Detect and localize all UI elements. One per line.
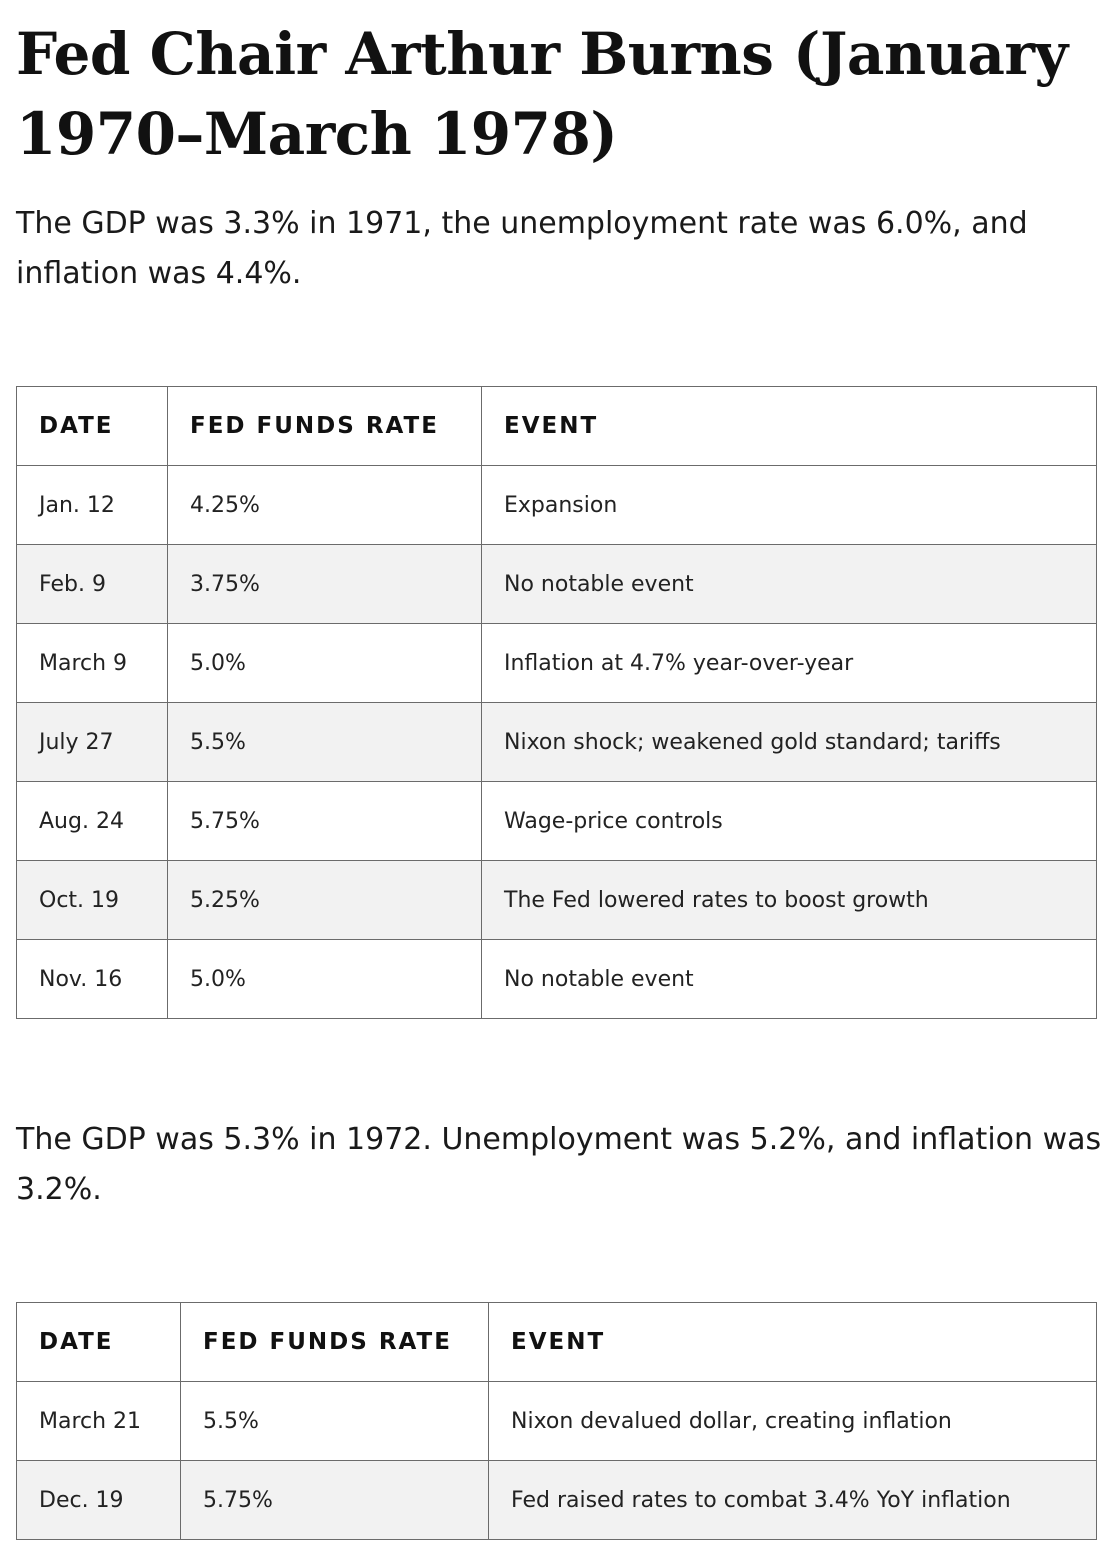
date-cell: Aug. 24 [16,781,168,861]
rate-cell: 4.25% [167,465,482,545]
paragraph-1971-summary: The GDP was 3.3% in 1971, the unemployme… [16,206,1028,291]
event-cell: No notable event [481,939,1097,1019]
event-cell: The Fed lowered rates to boost growth [481,860,1097,940]
rate-cell: 5.75% [167,781,482,861]
rate-cell: 5.75% [180,1460,489,1540]
rate-cell: 5.25% [167,860,482,940]
column-header-event: EVENT [481,386,1097,466]
table-row: Feb. 9 3.75% No notable event [16,544,1097,624]
event-cell: Nixon shock; weakened gold standard; tar… [481,702,1097,782]
date-cell: Oct. 19 [16,860,168,940]
table-row: March 9 5.0% Inflation at 4.7% year-over… [16,623,1097,703]
table-header-row: DATE FED FUNDS RATE EVENT [16,386,1097,466]
rate-cell: 5.5% [167,702,482,782]
rate-cell: 5.0% [167,623,482,703]
event-cell: Inflation at 4.7% year-over-year [481,623,1097,703]
page-title: Fed Chair Arthur Burns (January 1970–Mar… [16,20,1068,168]
column-header-date: DATE [16,1302,181,1382]
table-row: Aug. 24 5.75% Wage-price controls [16,781,1097,861]
table-row: March 21 5.5% Nixon devalued dollar, cre… [16,1381,1097,1461]
table-row: Oct. 19 5.25% The Fed lowered rates to b… [16,860,1097,940]
rate-cell: 3.75% [167,544,482,624]
column-header-rate: FED FUNDS RATE [180,1302,489,1382]
date-cell: Jan. 12 [16,465,168,545]
rates-table-1971: DATE FED FUNDS RATE EVENT Jan. 12 4.25% … [16,386,1097,1019]
event-cell: Expansion [481,465,1097,545]
date-cell: Nov. 16 [16,939,168,1019]
table-row: Jan. 12 4.25% Expansion [16,465,1097,545]
column-header-date: DATE [16,386,168,466]
date-cell: Feb. 9 [16,544,168,624]
column-header-event: EVENT [488,1302,1097,1382]
date-cell: March 21 [16,1381,181,1461]
rate-cell: 5.5% [180,1381,489,1461]
event-cell: Wage-price controls [481,781,1097,861]
rate-cell: 5.0% [167,939,482,1019]
table-row: July 27 5.5% Nixon shock; weakened gold … [16,702,1097,782]
table-row: Dec. 19 5.75% Fed raised rates to combat… [16,1460,1097,1540]
event-cell: Nixon devalued dollar, creating inflatio… [488,1381,1097,1461]
column-header-rate: FED FUNDS RATE [167,386,482,466]
paragraph-1972-summary: The GDP was 5.3% in 1972. Unemployment w… [16,1122,1102,1207]
event-cell: Fed raised rates to combat 3.4% YoY infl… [488,1460,1097,1540]
table-header-row: DATE FED FUNDS RATE EVENT [16,1302,1097,1382]
table-row: Nov. 16 5.0% No notable event [16,939,1097,1019]
date-cell: July 27 [16,702,168,782]
date-cell: Dec. 19 [16,1460,181,1540]
rates-table-1972: DATE FED FUNDS RATE EVENT March 21 5.5% … [16,1302,1097,1540]
event-cell: No notable event [481,544,1097,624]
date-cell: March 9 [16,623,168,703]
